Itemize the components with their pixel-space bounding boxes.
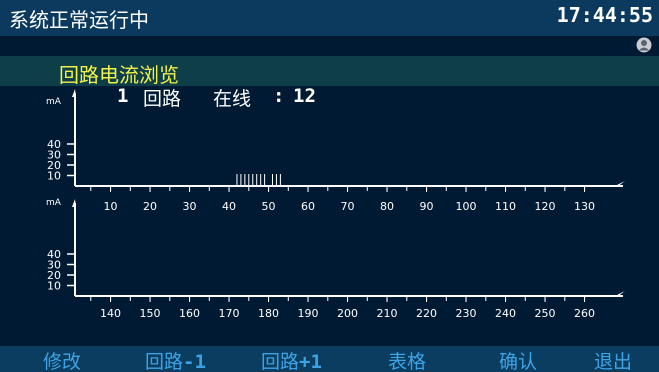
x-axis-arrow bbox=[617, 181, 625, 187]
x-tick-label: 230 bbox=[456, 307, 477, 320]
loop-prev-suffix: -1 bbox=[183, 351, 206, 372]
loop-number: 1 bbox=[117, 85, 129, 107]
online-separator: : bbox=[273, 85, 285, 107]
y-unit-label: mA bbox=[46, 97, 62, 107]
x-axis-arrow bbox=[617, 291, 625, 297]
x-tick-label: 200 bbox=[337, 307, 358, 320]
menu-bar: 修改 回路-1 回路+1 表格 确认 退出 bbox=[0, 346, 659, 372]
y-tick-label: 10 bbox=[47, 280, 61, 293]
x-tick-label: 220 bbox=[416, 307, 437, 320]
modify-button[interactable]: 修改 bbox=[43, 351, 82, 372]
y-tick-label: 40 bbox=[47, 248, 61, 261]
status-bar: 系统正常运行中 17:44:55 bbox=[0, 0, 659, 36]
x-tick-label: 120 bbox=[535, 200, 556, 213]
y-tick-label: 20 bbox=[47, 269, 61, 282]
y-axis-arrow bbox=[72, 199, 76, 207]
page-title: 回路电流浏览 bbox=[59, 63, 179, 87]
online-count: 12 bbox=[293, 85, 316, 107]
loop-label: 回路 bbox=[143, 88, 182, 110]
loop-next-label: 回路 bbox=[261, 351, 300, 372]
table-button[interactable]: 表格 bbox=[388, 351, 427, 372]
y-tick-label: 20 bbox=[47, 159, 61, 172]
y-tick-label: 30 bbox=[47, 259, 61, 272]
loop-next-button[interactable]: 回路+1 bbox=[261, 347, 322, 372]
x-tick-label: 210 bbox=[377, 307, 398, 320]
x-tick-label: 110 bbox=[495, 200, 516, 213]
y-tick-label: 40 bbox=[47, 138, 61, 151]
loop-next-suffix: +1 bbox=[299, 351, 322, 372]
x-tick-label: 40 bbox=[222, 200, 236, 213]
x-tick-label: 80 bbox=[380, 200, 394, 213]
y-tick-label: 30 bbox=[47, 149, 61, 162]
user-icon bbox=[636, 37, 652, 53]
x-tick-label: 160 bbox=[179, 307, 200, 320]
x-tick-label: 260 bbox=[574, 307, 595, 320]
x-tick-label: 30 bbox=[183, 200, 197, 213]
x-tick-label: 180 bbox=[258, 307, 279, 320]
x-tick-label: 10 bbox=[104, 200, 118, 213]
x-tick-label: 170 bbox=[219, 307, 240, 320]
exit-button[interactable]: 退出 bbox=[594, 351, 633, 372]
x-tick-label: 90 bbox=[420, 200, 434, 213]
online-label: 在线 bbox=[213, 88, 252, 110]
title-band: 回路电流浏览 bbox=[0, 56, 659, 87]
x-tick-label: 100 bbox=[456, 200, 477, 213]
x-tick-label: 20 bbox=[143, 200, 157, 213]
loop-prev-button[interactable]: 回路-1 bbox=[145, 347, 206, 372]
y-tick-label: 10 bbox=[47, 170, 61, 183]
x-tick-label: 70 bbox=[341, 200, 355, 213]
clock: 17:44:55 bbox=[556, 3, 653, 27]
x-tick-label: 240 bbox=[495, 307, 516, 320]
status-text: 系统正常运行中 bbox=[9, 8, 149, 32]
y-unit-label: mA bbox=[46, 198, 62, 208]
x-tick-label: 190 bbox=[298, 307, 319, 320]
loop-prev-label: 回路 bbox=[145, 351, 184, 372]
x-tick-label: 250 bbox=[535, 307, 556, 320]
x-tick-label: 50 bbox=[262, 200, 276, 213]
confirm-button[interactable]: 确认 bbox=[499, 351, 538, 372]
x-tick-label: 60 bbox=[301, 200, 315, 213]
x-tick-label: 140 bbox=[100, 307, 121, 320]
x-tick-label: 150 bbox=[140, 307, 161, 320]
y-axis-arrow bbox=[72, 89, 76, 97]
x-tick-label: 130 bbox=[574, 200, 595, 213]
